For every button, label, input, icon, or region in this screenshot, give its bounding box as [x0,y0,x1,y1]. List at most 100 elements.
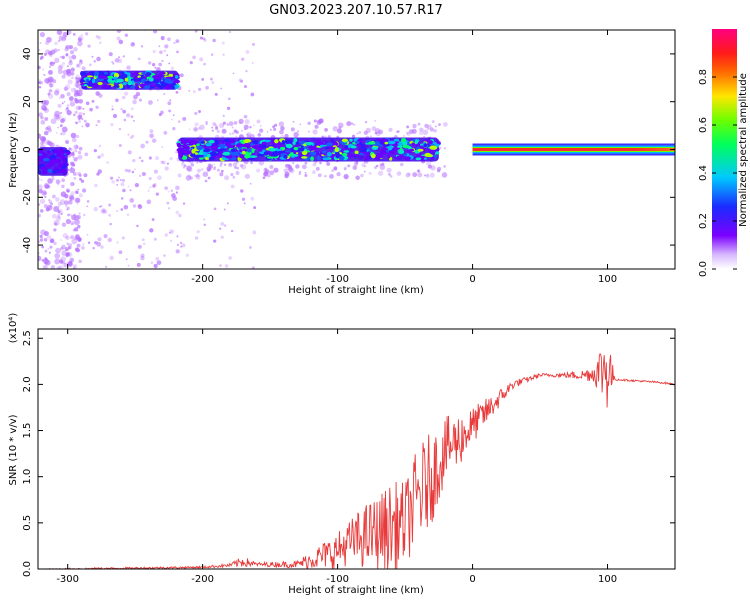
noise-speck [57,69,63,75]
noise-speck [38,112,43,117]
band-blob [397,145,403,148]
noise-speck [166,201,170,205]
noise-speck [230,172,234,177]
noise-speck [121,178,126,183]
noise-speck [73,264,77,269]
band-blob [120,71,125,75]
noise-speck [243,114,248,119]
noise-speck [292,120,295,123]
band-blob [131,80,135,85]
noise-speck [406,125,409,128]
noise-speck [71,214,77,221]
noise-speck [75,83,81,89]
noise-speck [81,246,85,250]
noise-speck [42,68,45,71]
noise-speck [212,167,216,171]
noise-speck [61,36,66,42]
noise-speck [74,82,80,88]
noise-speck [443,165,446,168]
band-blob [292,141,296,145]
noise-speck [106,161,109,164]
band-blob [182,143,188,148]
noise-speck [38,79,41,82]
noise-speck [69,50,75,55]
noise-speck [235,135,238,138]
band-blob [59,148,65,154]
noise-speck [87,44,91,48]
noise-speck [220,162,223,165]
band-blob [350,149,355,153]
noise-speck [69,95,74,101]
noise-speck [269,170,275,176]
noise-speck [72,164,76,167]
noise-speck [100,209,105,214]
noise-speck [213,166,217,169]
noise-speck [379,164,386,170]
noise-speck [58,97,61,100]
noise-speck [167,37,171,42]
noise-speck [231,132,235,135]
noise-speck [280,126,285,131]
noise-speck [223,163,227,166]
noise-speck [284,171,290,177]
snr-frame [37,328,676,570]
noise-speck [213,207,217,211]
noise-speck [44,195,47,199]
noise-speck [396,171,402,176]
noise-speck [74,197,81,204]
noise-speck [182,166,186,169]
band-blob [436,141,441,145]
band-blob [198,157,204,160]
band-blob [435,151,440,155]
noise-speck [343,173,349,180]
noise-speck [208,167,211,171]
band-blob [402,141,408,146]
noise-speck [312,162,317,167]
noise-speck [54,41,58,46]
noise-speck [374,131,378,135]
band-blob [191,148,196,154]
x-tick-label: 100 [598,574,617,585]
noise-speck [333,167,337,171]
noise-speck [59,124,63,128]
band-blob [57,163,63,168]
noise-speck [166,162,170,165]
band-blob [373,141,381,147]
noise-speck [47,92,51,96]
y-tick-label: -20 [22,189,33,205]
snr-y-multiplier: (x10⁴) [8,313,19,344]
noise-speck [169,99,172,102]
noise-speck [148,177,152,181]
noise-speck [66,242,69,245]
band-blob [208,139,215,144]
noise-speck [75,248,81,253]
band-blob [274,139,279,144]
band-blob [279,146,286,150]
noise-speck [180,162,185,167]
band-blob [42,169,48,175]
noise-speck [188,128,191,131]
spectrogram-x-label: Height of straight line (km) [288,285,424,296]
band-blob [360,143,365,148]
y-tick-label: 20 [22,95,33,108]
noise-speck [429,127,434,132]
noise-speck [75,76,79,80]
noise-speck [44,139,50,146]
noise-speck [72,163,75,167]
band-blob [325,142,333,147]
noise-speck [82,107,85,110]
noise-speck [52,213,57,219]
noise-speck [265,169,270,174]
band-blob [143,84,151,90]
noise-speck [233,129,238,133]
noise-speck [150,185,152,188]
noise-speck [222,124,224,127]
noise-speck [156,99,159,102]
noise-speck [42,107,45,110]
band-blob [277,144,281,149]
noise-speck [134,183,139,188]
noise-speck [76,134,80,139]
noise-speck [176,50,179,54]
noise-speck [125,258,128,260]
noise-speck [81,66,86,71]
